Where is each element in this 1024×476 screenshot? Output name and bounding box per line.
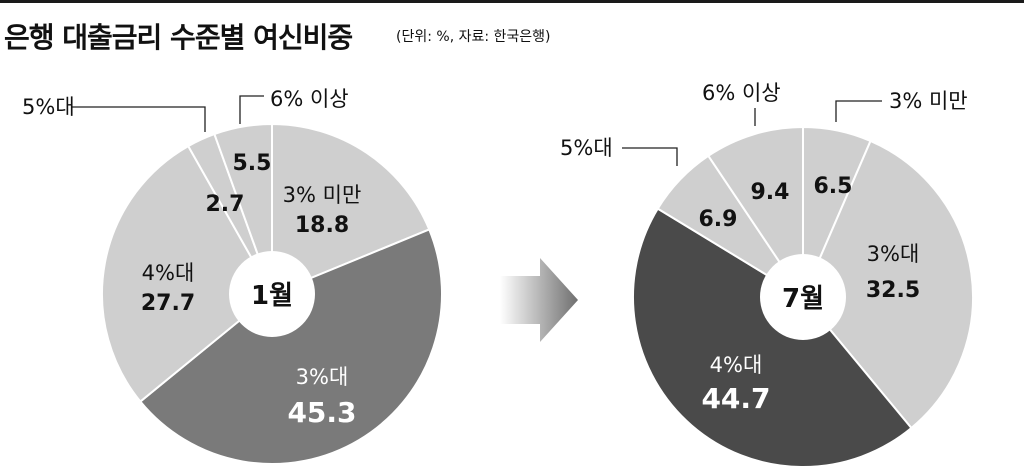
slice-category-label: 5%대 [560,136,613,160]
pie-slice [271,122,431,296]
pie-slice [706,125,804,301]
pie-slice [801,139,974,430]
slice-value-label: 27.7 [141,291,195,316]
slice-value-label: 18.8 [295,213,349,238]
slice-value-label: 5.5 [233,151,272,176]
slice-category-label: 5%대 [22,95,75,119]
slice-category-label: 3%대 [867,242,920,266]
slice-category-label: 4%대 [710,353,763,377]
pie-chart-2: 7월 3% 미만 3%대 4%대 5%대 6% 이상 6.5 32.5 44.7 6.9 9.4 [560,81,974,468]
pie-center-label: 7월 [782,284,824,314]
leader-line [835,100,882,122]
slice-category-label: 6% 이상 [270,87,349,111]
slice-value-label: 32.5 [866,278,920,303]
slice-value-label: 6.5 [814,174,853,199]
leader-line [72,106,206,132]
chart-subtitle: (단위: %, 자료: 한국은행) [396,29,551,45]
top-rule [0,0,1024,3]
arrow-icon [500,258,578,342]
pie-slice [138,228,443,466]
pie-slice [632,207,913,468]
slice-category-label: 3%대 [296,365,349,389]
slice-category-label: 3% 미만 [283,183,362,207]
leader-line [239,95,264,124]
pie-center-hole [760,254,846,340]
slice-category-label: 3% 미만 [889,89,968,113]
chart-title: 은행 대출금리 수준별 여신비중 [4,21,353,54]
slice-value-label: 9.4 [751,180,790,205]
pie-center-label: 1월 [251,281,293,311]
slice-value-label: 6.9 [699,207,738,232]
pie-slice [213,122,273,295]
pie-slice [100,144,274,403]
pie-chart-1: 1월 3% 미만 3%대 4%대 5%대 6% 이상 18.8 45.3 27.7 2.7 5.5 [22,87,443,466]
leader-line [622,147,678,166]
pie-center-hole [229,251,315,337]
slice-value-label: 44.7 [701,382,770,415]
slice-category-label: 6% 이상 [702,81,781,105]
slice-value-label: 2.7 [206,192,245,217]
slice-category-label: 4%대 [142,261,195,285]
slice-value-label: 45.3 [287,396,356,429]
